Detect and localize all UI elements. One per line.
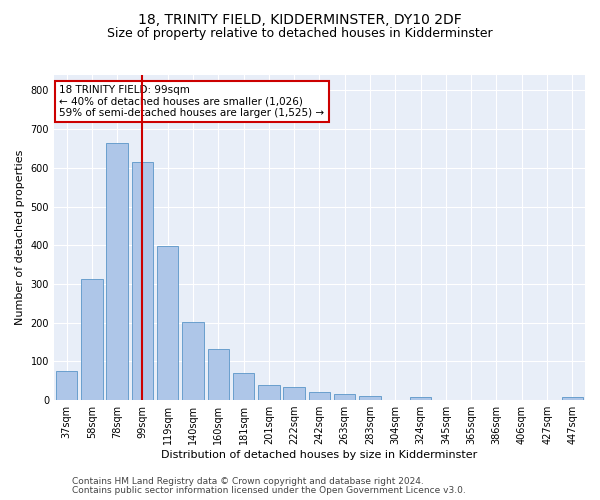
Bar <box>56 371 77 400</box>
Bar <box>233 373 254 400</box>
Bar <box>283 388 305 400</box>
Bar <box>131 162 153 400</box>
Text: 18, TRINITY FIELD, KIDDERMINSTER, DY10 2DF: 18, TRINITY FIELD, KIDDERMINSTER, DY10 2… <box>138 12 462 26</box>
Text: Size of property relative to detached houses in Kidderminster: Size of property relative to detached ho… <box>107 28 493 40</box>
Bar <box>334 394 355 400</box>
Bar <box>410 398 431 400</box>
Bar <box>106 142 128 400</box>
Y-axis label: Number of detached properties: Number of detached properties <box>15 150 25 325</box>
Bar <box>309 392 330 400</box>
Bar <box>182 322 204 400</box>
X-axis label: Distribution of detached houses by size in Kidderminster: Distribution of detached houses by size … <box>161 450 478 460</box>
Bar <box>258 384 280 400</box>
Bar <box>81 280 103 400</box>
Text: 18 TRINITY FIELD: 99sqm
← 40% of detached houses are smaller (1,026)
59% of semi: 18 TRINITY FIELD: 99sqm ← 40% of detache… <box>59 85 325 118</box>
Bar <box>208 348 229 400</box>
Bar <box>562 398 583 400</box>
Text: Contains public sector information licensed under the Open Government Licence v3: Contains public sector information licen… <box>72 486 466 495</box>
Bar <box>157 246 178 400</box>
Bar <box>359 396 381 400</box>
Text: Contains HM Land Registry data © Crown copyright and database right 2024.: Contains HM Land Registry data © Crown c… <box>72 477 424 486</box>
